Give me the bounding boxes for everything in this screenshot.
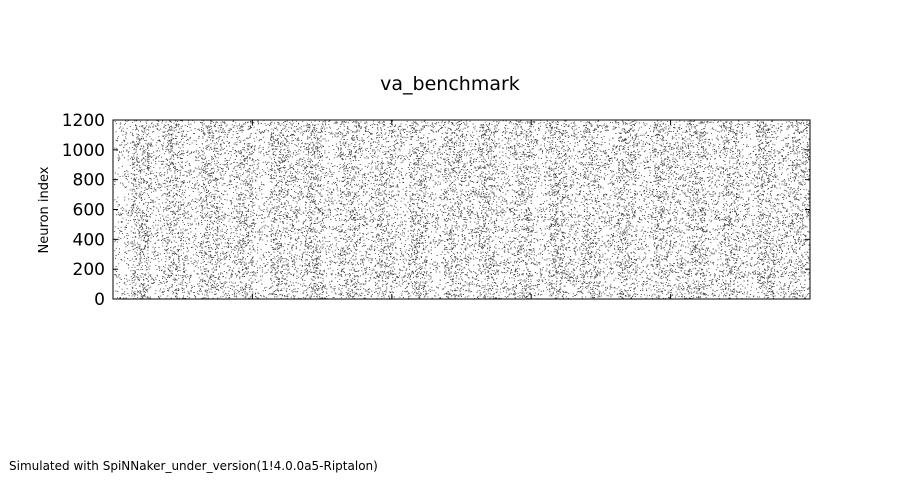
spike-points <box>114 119 810 300</box>
y-tick-label: 0 <box>94 290 105 310</box>
spike-dots <box>114 119 810 300</box>
chart-title: va_benchmark <box>380 73 520 95</box>
y-tick-label: 600 <box>73 201 105 221</box>
y-tick-label: 200 <box>73 260 105 280</box>
y-tick-label: 400 <box>73 230 105 250</box>
y-tick-label: 800 <box>73 171 105 191</box>
y-axis-label: Neuron index <box>37 166 52 253</box>
y-tick-label: 1200 <box>62 111 105 131</box>
simulation-footer: Simulated with SpiNNaker_under_version(1… <box>9 459 378 473</box>
plot-area-frame <box>112 119 811 300</box>
y-axis-ticks: 0 200 400 600 800 1000 1200 <box>62 111 810 310</box>
y-tick-label: 1000 <box>62 141 105 161</box>
